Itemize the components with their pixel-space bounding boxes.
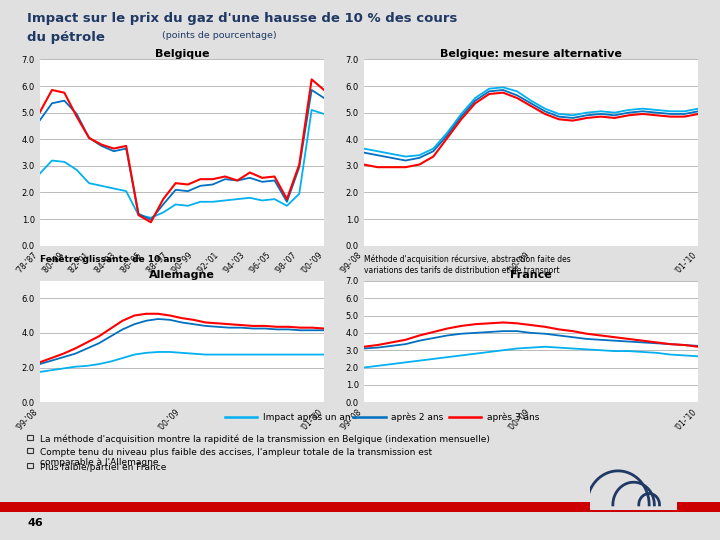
Text: (points de pourcentage): (points de pourcentage) (162, 31, 276, 40)
Text: après 2 ans: après 2 ans (392, 412, 444, 422)
Text: après 3 ans: après 3 ans (487, 412, 539, 422)
Title: Allemagne: Allemagne (149, 270, 215, 280)
Text: 46: 46 (27, 518, 43, 529)
Text: Impact après un an: Impact après un an (264, 412, 351, 422)
Text: Impact sur le prix du gaz d'une hausse de 10 % des cours: Impact sur le prix du gaz d'une hausse d… (27, 12, 458, 25)
Text: Méthode d'acquisition récursive, abstraction faite des
variations des tarifs de : Méthode d'acquisition récursive, abstrac… (364, 255, 570, 275)
Text: du pétrole: du pétrole (27, 31, 105, 44)
Text: Plus faible/partiel en France: Plus faible/partiel en France (40, 463, 166, 472)
Text: Compte tenu du niveau plus faible des accises, l'ampleur totale de la transmissi: Compte tenu du niveau plus faible des ac… (40, 448, 432, 467)
Text: La méthode d'acquisition montre la rapidité de la transmission en Belgique (inde: La méthode d'acquisition montre la rapid… (40, 435, 490, 444)
Title: Belgique: mesure alternative: Belgique: mesure alternative (440, 49, 622, 59)
Title: Belgique: Belgique (155, 49, 209, 59)
Title: France: France (510, 270, 552, 280)
Text: Fenêtre glissante de 10 ans: Fenêtre glissante de 10 ans (40, 255, 181, 265)
